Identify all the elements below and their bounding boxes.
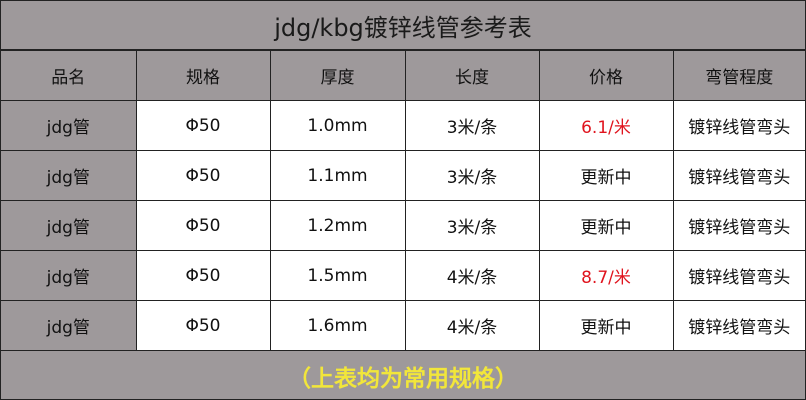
- cell-thickness: 1.0mm: [269, 100, 406, 151]
- cell-thickness: 1.5mm: [269, 250, 406, 301]
- cell-product-name: jdg管: [1, 100, 137, 151]
- header-thickness: 厚度: [269, 50, 406, 101]
- cell-spec: Φ50: [135, 150, 271, 201]
- cell-bend-type: 镀锌线管弯头: [672, 100, 805, 151]
- cell-spec: Φ50: [135, 250, 271, 301]
- cell-length: 3米/条: [404, 150, 540, 201]
- cell-price: 更新中: [538, 150, 674, 201]
- footer-note: （上表均为常用规格）: [288, 365, 518, 392]
- cell-length: 3米/条: [404, 100, 540, 151]
- cell-length: 3米/条: [404, 200, 540, 251]
- table-title: jdg/kbg镀锌线管参考表: [1, 1, 805, 50]
- table-row: jdg管 Φ50 1.5mm 4米/条 8.7/米 镀锌线管弯头: [1, 250, 805, 301]
- cell-thickness: 1.1mm: [269, 150, 406, 201]
- header-product-name: 品名: [1, 50, 137, 101]
- cell-price: 更新中: [538, 300, 674, 351]
- header-row: 品名 规格 厚度 长度 价格 弯管程度: [1, 50, 805, 101]
- cell-product-name: jdg管: [1, 150, 137, 201]
- cell-bend-type: 镀锌线管弯头: [672, 150, 805, 201]
- table-row: jdg管 Φ50 1.6mm 4米/条 更新中 镀锌线管弯头: [1, 300, 805, 351]
- cell-product-name: jdg管: [1, 200, 137, 251]
- cell-price: 8.7/米: [538, 250, 674, 301]
- cell-bend-type: 镀锌线管弯头: [672, 200, 805, 251]
- cell-length: 4米/条: [404, 250, 540, 301]
- cell-price: 更新中: [538, 200, 674, 251]
- spec-table: 品名 规格 厚度 长度 价格 弯管程度 jdg管 Φ50 1.0mm 3米/条 6.1/米 镀锌线管弯…: [1, 50, 805, 351]
- cell-length: 4米/条: [404, 300, 540, 351]
- header-price: 价格: [538, 50, 674, 101]
- cell-bend-type: 镀锌线管弯头: [672, 300, 805, 351]
- header-length: 长度: [404, 50, 540, 101]
- cell-bend-type: 镀锌线管弯头: [672, 250, 805, 301]
- cell-spec: Φ50: [135, 300, 271, 351]
- table-row: jdg管 Φ50 1.0mm 3米/条 6.1/米 镀锌线管弯头: [1, 100, 805, 151]
- cell-spec: Φ50: [135, 200, 271, 251]
- table-row: jdg管 Φ50 1.1mm 3米/条 更新中 镀锌线管弯头: [1, 150, 805, 201]
- cell-thickness: 1.6mm: [269, 300, 406, 351]
- cell-product-name: jdg管: [1, 250, 137, 301]
- table-row: jdg管 Φ50 1.2mm 3米/条 更新中 镀锌线管弯头: [1, 200, 805, 251]
- cell-thickness: 1.2mm: [269, 200, 406, 251]
- header-spec: 规格: [135, 50, 271, 101]
- cell-product-name: jdg管: [1, 300, 137, 351]
- cell-spec: Φ50: [135, 100, 271, 151]
- cell-price: 6.1/米: [538, 100, 674, 151]
- header-bend-type: 弯管程度: [672, 50, 805, 101]
